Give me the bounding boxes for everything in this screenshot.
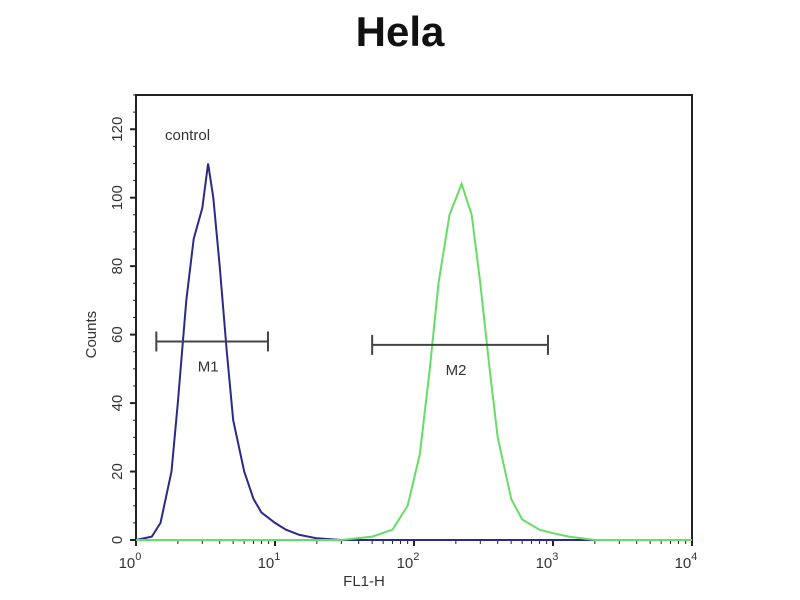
x-tick-label: 101	[258, 551, 281, 572]
histogram-series-1	[135, 163, 692, 541]
x-tick-label: 102	[397, 551, 420, 572]
x-tick-label: 104	[675, 551, 698, 572]
control-annotation: control	[165, 127, 210, 144]
x-tick-label: 103	[536, 551, 559, 572]
x-axis-label: FL1-H	[343, 573, 385, 590]
y-tick-label: 20	[109, 463, 126, 480]
gate-label: M1	[198, 358, 219, 375]
y-tick-label: 120	[109, 117, 126, 142]
y-tick-label: 0	[109, 536, 126, 544]
histogram-series-2	[136, 181, 692, 541]
y-tick-label: 40	[109, 395, 126, 412]
y-axis-label: Counts	[83, 311, 100, 359]
plot-frame	[135, 94, 693, 541]
y-tick-label: 60	[109, 326, 126, 343]
chart-title: Hela	[355, 8, 445, 55]
y-tick-label: 100	[109, 185, 126, 210]
x-tick-label: 100	[119, 551, 142, 572]
y-tick-label: 80	[109, 258, 126, 275]
gate-label: M2	[446, 362, 467, 379]
